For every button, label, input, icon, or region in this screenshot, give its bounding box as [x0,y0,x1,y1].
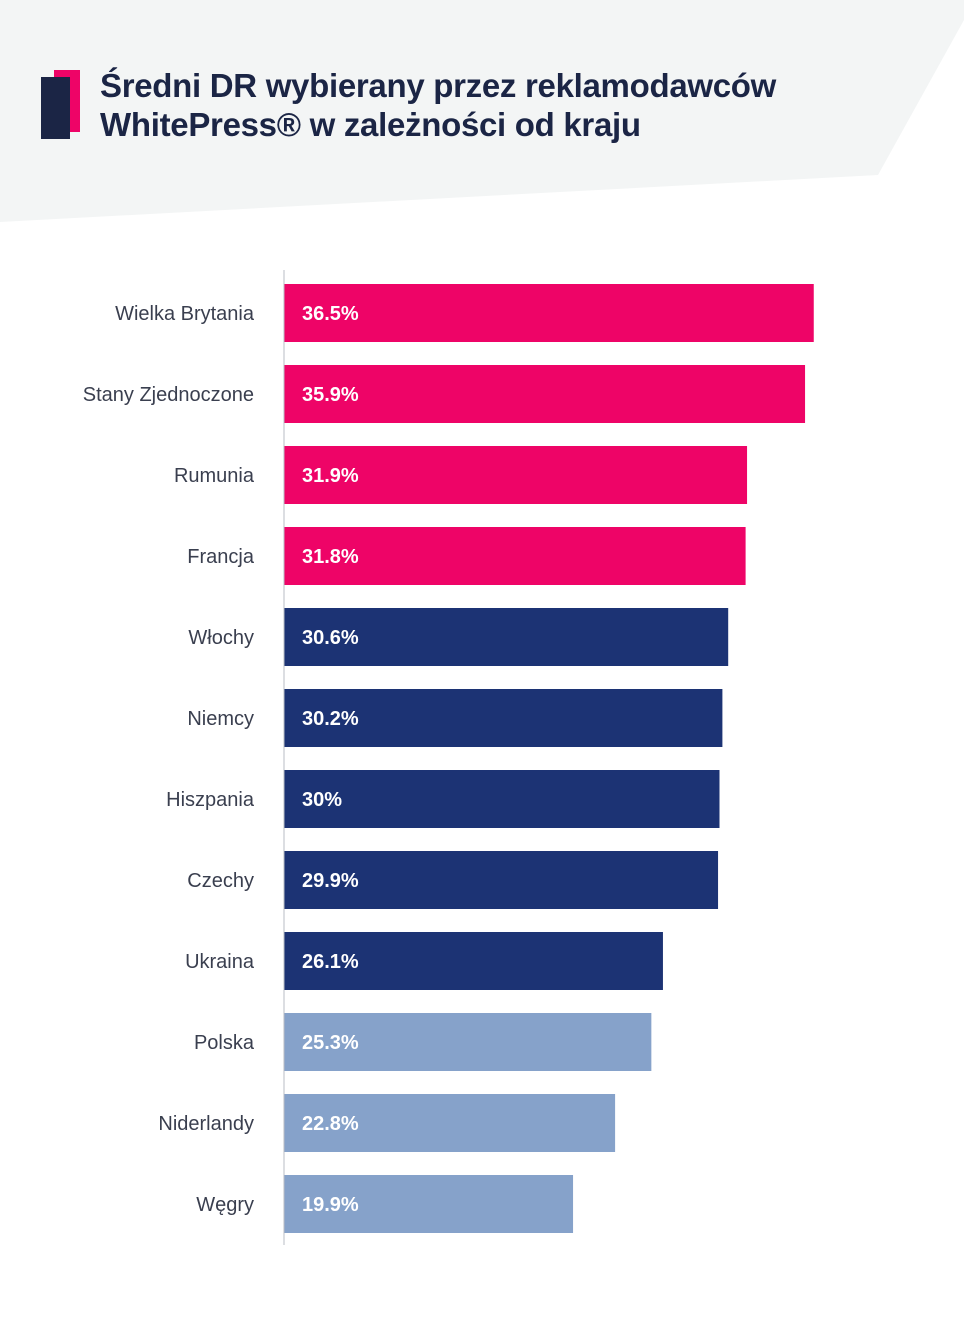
category-label: Niemcy [187,708,254,730]
bar [284,689,723,747]
bar-chart-bars: Wielka Brytania 36.5% Stany Zjednoczone 35.… [83,270,814,1245]
value-label: 30% [302,789,342,811]
category-label: Rumunia [174,465,255,487]
category-label: Polska [194,1032,255,1054]
category-label: Wielka Brytania [115,303,255,325]
category-label: Czechy [187,870,254,892]
category-label: Włochy [188,627,254,649]
category-label: Ukraina [185,951,255,973]
logo-dark-shape [41,77,70,139]
bar [284,851,719,909]
category-label: Węgry [196,1194,254,1216]
bar [284,365,806,423]
value-label: 36.5% [302,303,359,325]
category-label: Stany Zjednoczone [83,384,254,406]
value-label: 19.9% [302,1194,359,1216]
whitepress-logo-icon [41,70,80,139]
category-label: Niderlandy [158,1113,254,1135]
page-title: Średni DR wybierany przez reklamodawców … [100,66,920,144]
bar [284,932,663,990]
value-label: 26.1% [302,951,359,973]
bar [284,608,729,666]
header-background-shape [0,0,964,222]
value-label: 29.9% [302,870,359,892]
bar [284,527,746,585]
bar [284,1175,574,1233]
header-background [0,0,964,222]
value-label: 25.3% [302,1032,359,1054]
category-label: Hiszpania [166,789,255,811]
value-label: 31.9% [302,465,359,487]
value-label: 31.8% [302,546,359,568]
bar [284,770,720,828]
value-label: 35.9% [302,384,359,406]
bar-chart: Wielka Brytania 36.5% Stany Zjednoczone 35.… [83,270,814,1245]
category-label: Francja [187,546,255,568]
value-label: 30.2% [302,708,359,730]
bar [284,1094,616,1152]
value-label: 30.6% [302,627,359,649]
value-label: 22.8% [302,1113,359,1135]
page-title-line-2: WhitePress® w zależności od kraju [100,106,641,143]
bar [284,1013,652,1071]
bar [284,446,748,504]
bar [284,284,814,342]
page-title-line-1: Średni DR wybierany przez reklamodawców [100,67,777,104]
